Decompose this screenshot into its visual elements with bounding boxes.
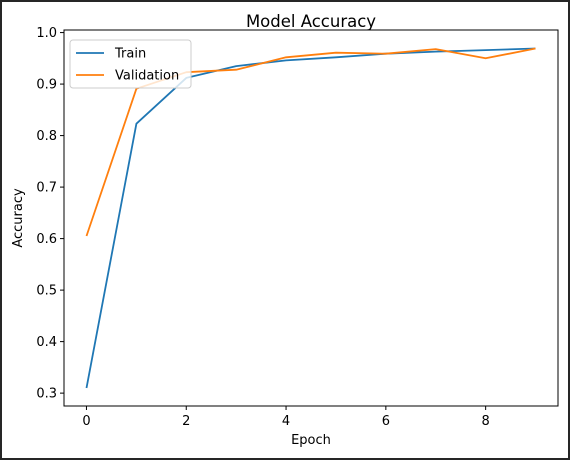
legend-box: [69, 39, 192, 89]
legend-label-train: Train: [114, 47, 146, 62]
y-tick-label: 1.0: [36, 26, 57, 41]
x-axis: 0 2 4 6 8: [82, 406, 490, 429]
y-tick-label: 0.8: [36, 129, 57, 144]
y-tick-label: 0.7: [36, 181, 57, 196]
plot-area: [85, 47, 536, 389]
x-tick-label: 0: [82, 414, 90, 429]
chart-title: Model Accuracy: [246, 12, 376, 31]
x-tick-label: 8: [482, 414, 490, 429]
series-line-train: [85, 47, 536, 389]
x-tick-label: 6: [382, 414, 390, 429]
y-tick-label: 0.3: [36, 387, 57, 402]
legend-label-validation: Validation: [115, 69, 179, 84]
y-tick-label: 0.4: [36, 335, 57, 350]
y-axis-label: Accuracy: [11, 188, 26, 248]
x-tick-label: 4: [282, 414, 290, 429]
y-tick-label: 0.5: [36, 284, 57, 299]
plot-frame: [63, 29, 559, 407]
legend: Train Validation: [69, 39, 192, 89]
y-tick-label: 0.9: [36, 78, 57, 93]
y-tick-label: 0.6: [36, 232, 57, 247]
x-tick-label: 2: [182, 414, 190, 429]
y-axis: 0.3 0.4 0.5 0.6 0.7 0.8 0.9 1.0: [36, 26, 64, 402]
x-axis-label: Epoch: [291, 433, 331, 448]
